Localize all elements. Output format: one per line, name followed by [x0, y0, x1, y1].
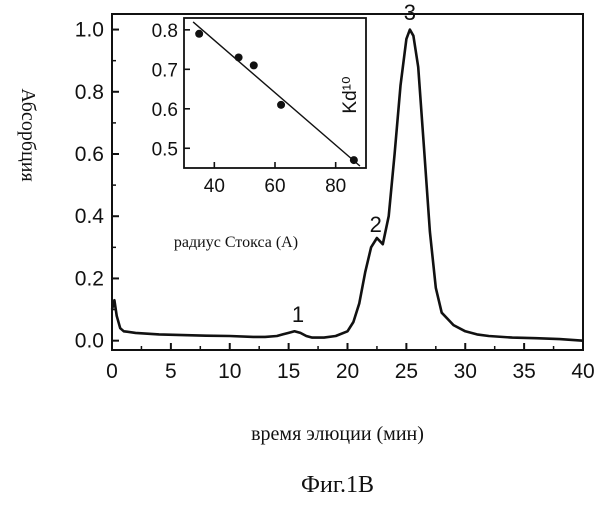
x-tick-label: 0 [106, 360, 118, 383]
inset-y-axis-label: Kd¹⁰ [340, 76, 361, 113]
x-tick-label: 5 [165, 360, 177, 383]
x-tick-label: 10 [218, 360, 241, 383]
inset-x-tick-label: 40 [204, 176, 225, 197]
peak-label-2: 2 [370, 212, 382, 237]
inset-data-point [350, 156, 358, 164]
inset-data-point [195, 30, 203, 38]
y-tick-label: 0.0 [75, 330, 104, 353]
x-axis-label: время элюции (мин) [251, 423, 424, 445]
inset-data-point [277, 101, 285, 109]
inset-data-point [235, 53, 243, 61]
inset-x-tick-label: 80 [325, 176, 346, 197]
y-tick-label: 1.0 [75, 19, 104, 42]
x-tick-label: 25 [395, 360, 418, 383]
peak-label-3: 3 [404, 0, 416, 25]
x-tick-label: 35 [512, 360, 535, 383]
figure-caption: Фиг.1B [301, 472, 374, 498]
y-tick-label: 0.4 [75, 205, 105, 228]
inset-x-axis-label: радиус Стокса (A) [174, 234, 298, 251]
x-tick-label: 40 [571, 360, 594, 383]
y-tick-label: 0.2 [75, 267, 104, 290]
inset-y-tick-label: 0.8 [152, 21, 178, 42]
x-tick-label: 30 [454, 360, 477, 383]
inset-y-tick-label: 0.6 [152, 100, 178, 121]
inset-y-tick-label: 0.5 [152, 139, 178, 160]
peak-label-1: 1 [292, 302, 304, 327]
y-tick-label: 0.6 [75, 143, 104, 166]
x-tick-label: 15 [277, 360, 300, 383]
y-tick-label: 0.8 [75, 81, 104, 104]
inset-chart: 40 60 80 0.5 0.6 0.7 0.8 Kd¹⁰ радиус Стокса (A) [152, 18, 366, 251]
y-axis-label: Абсорбция [17, 88, 39, 181]
inset-x-tick-label: 60 [264, 176, 285, 197]
inset-y-tick-label: 0.7 [152, 60, 178, 81]
x-tick-label: 20 [336, 360, 359, 383]
inset-data-point [250, 61, 258, 69]
